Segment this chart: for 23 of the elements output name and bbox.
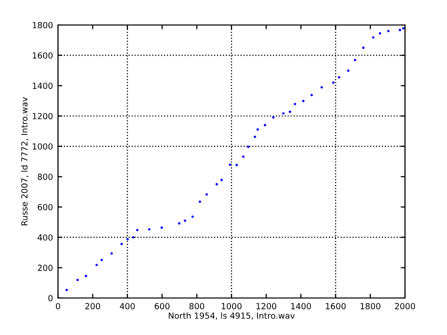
x-axis-title: North 1954, ls 4915, Intro.wav xyxy=(168,312,295,320)
x-tick-label: 2000 xyxy=(395,303,416,310)
x-tick-label: 400 xyxy=(120,303,135,310)
y-tick-label: 200 xyxy=(38,264,53,271)
x-tick-label: 1200 xyxy=(256,303,276,310)
x-tick-label: 1000 xyxy=(222,303,242,310)
x-tick-label: 1600 xyxy=(326,303,346,310)
y-tick-label: 1400 xyxy=(32,82,53,89)
y-tick-label: 1000 xyxy=(32,143,53,150)
x-tick-label: 800 xyxy=(189,303,204,310)
x-tick-label: 1800 xyxy=(360,303,380,310)
y-tick-label: 800 xyxy=(38,174,53,180)
y-tick-label: 1800 xyxy=(32,22,53,28)
x-tick-label: 0 xyxy=(56,303,60,310)
x-tick-label: 1400 xyxy=(291,303,311,310)
x-tick-label: 200 xyxy=(85,303,100,310)
y-tick-label: 400 xyxy=(38,234,53,241)
y-tick-label: 1600 xyxy=(32,52,53,59)
y-axis-title: Russe 2007, ld 7772, Intro.wav xyxy=(21,97,28,226)
y-tick-label: 1200 xyxy=(32,112,53,120)
y-tick-label: 0 xyxy=(48,294,53,302)
y-tick-label: 600 xyxy=(38,204,53,210)
x-tick-label: 600 xyxy=(154,303,170,310)
